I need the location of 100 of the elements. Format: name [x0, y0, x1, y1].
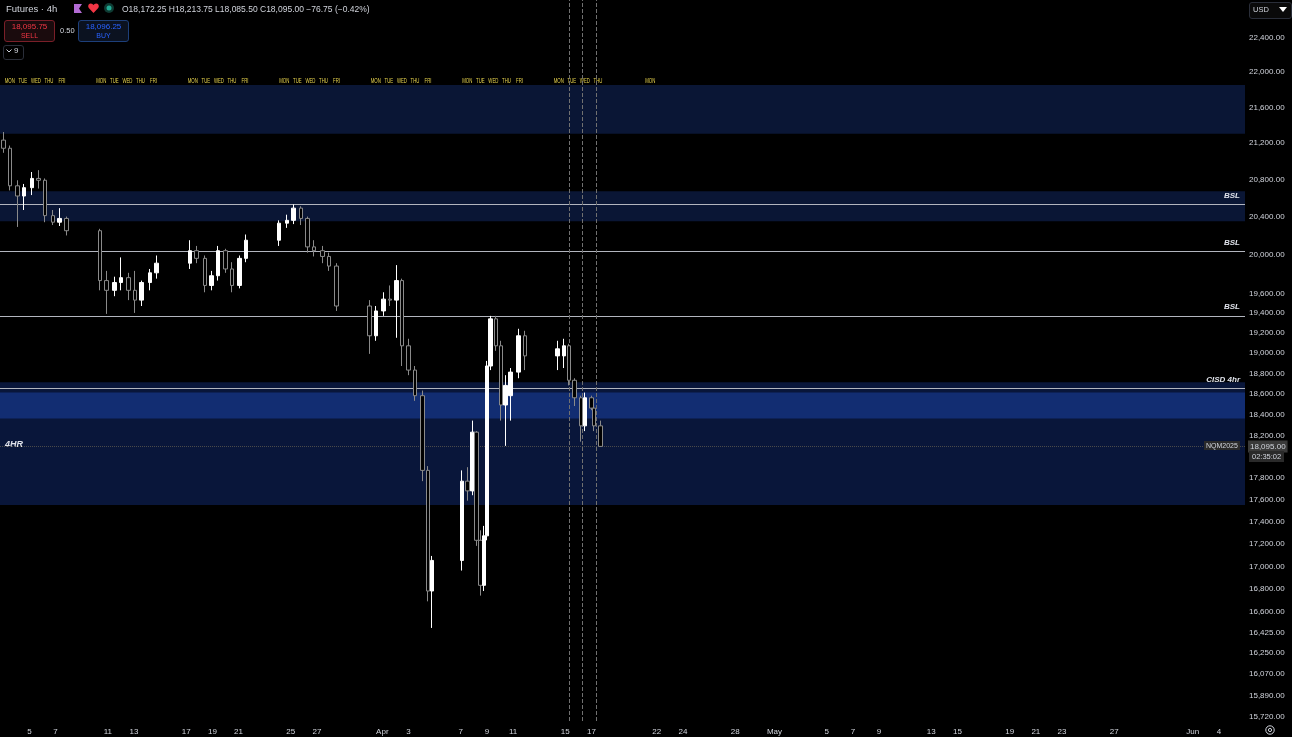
candlestick [30, 171, 34, 196]
y-tick-label: 17,600.00 [1249, 495, 1286, 505]
candlestick [8, 145, 12, 191]
x-tick-label: 27 [312, 726, 322, 736]
candlestick [305, 216, 310, 254]
x-tick-label: 9 [484, 726, 490, 736]
candlestick [230, 261, 234, 293]
candlestick [112, 276, 117, 297]
candlestick [64, 216, 69, 236]
ref-line-label: BSL [1224, 238, 1241, 248]
y-tick-label: 16,800.00 [1249, 584, 1286, 594]
candlestick [291, 203, 296, 225]
candlestick [36, 169, 41, 190]
y-tick-label: 16,425.00 [1249, 627, 1286, 637]
candlestick [334, 262, 339, 312]
candlestick [188, 239, 192, 270]
candlestick [320, 245, 325, 264]
y-tick-label: 18,600.00 [1249, 389, 1286, 399]
y-tick-label: 17,800.00 [1249, 473, 1286, 483]
x-tick-label: 17 [587, 726, 597, 736]
chart-title: Futures · 4h [6, 3, 58, 14]
x-tick-label: 28 [730, 726, 741, 736]
candlestick [562, 338, 566, 369]
y-tick-label: 22,000.00 [1249, 67, 1286, 77]
candlestick [244, 234, 248, 263]
x-tick-label: 4 [1216, 726, 1222, 736]
x-tick-label: 15 [560, 726, 571, 736]
x-tick-label: 11 [103, 726, 113, 736]
text: O18,172.25 H18,213.75 L18,085.50 C18,095.00 −76.75 (−0.42%) [122, 4, 370, 14]
candlestick [312, 239, 316, 257]
candlestick [367, 299, 372, 355]
candlestick [516, 328, 521, 379]
x-tick-label: 7 [850, 726, 856, 736]
y-tick-label: 16,600.00 [1249, 607, 1286, 617]
y-tick-label: 16,250.00 [1249, 648, 1286, 658]
x-tick-label: 3 [406, 726, 412, 736]
x-tick-label: 24 [678, 726, 688, 736]
candlestick [57, 207, 62, 227]
x-tick-label: 17 [181, 726, 192, 736]
candlestick [299, 205, 303, 226]
candlestick [388, 284, 392, 307]
x-tick-label: Jun [1186, 726, 1200, 736]
annotation: 9 [14, 46, 19, 55]
candlestick [406, 338, 411, 376]
y-tick-label: 15,720.00 [1249, 711, 1286, 721]
candlestick [216, 245, 220, 282]
y-tick-label: 17,400.00 [1249, 516, 1286, 526]
x-tick-label: 22 [652, 726, 662, 736]
y-tick-label: 18,200.00 [1249, 430, 1286, 440]
candlestick [555, 340, 560, 371]
x-tick-label: 19 [1005, 726, 1015, 736]
candlestick [381, 291, 386, 317]
candlestick [139, 280, 144, 307]
candlestick [104, 270, 109, 315]
candlestick [43, 177, 47, 223]
x-tick-label: 5 [27, 726, 33, 736]
candlestick [460, 469, 464, 572]
candlestick [413, 365, 417, 402]
candlestick [22, 183, 26, 211]
x-tick-label: 27 [1109, 726, 1120, 736]
x-tick-label: Apr [376, 726, 389, 736]
annotation: 18,095.75 [10, 22, 49, 31]
x-tick-label: 7 [458, 726, 464, 736]
candlestick [1, 131, 6, 154]
ref-line-label: 18,095.00 [1250, 441, 1287, 451]
y-tick-label: 21,600.00 [1249, 102, 1286, 112]
y-tick-label: 21,200.00 [1249, 138, 1286, 148]
candlestick [98, 228, 102, 291]
y-tick-label: 19,400.00 [1249, 308, 1286, 318]
candlestick [465, 466, 470, 502]
y-tick-label: 20,800.00 [1249, 174, 1286, 184]
candlestick [119, 256, 123, 291]
candlestick [203, 254, 207, 293]
y-tick-label: 19,200.00 [1249, 328, 1286, 338]
y-tick-label: 18,800.00 [1249, 368, 1286, 378]
candlestick [51, 209, 55, 226]
candlestick [327, 252, 331, 272]
candlestick [579, 395, 583, 443]
candlestick [583, 392, 587, 432]
candlestick [223, 248, 228, 274]
x-tick-label: 21 [1031, 726, 1041, 736]
y-tick-label: 20,000.00 [1249, 250, 1286, 260]
y-tick-label: 19,600.00 [1249, 288, 1286, 298]
ref-line-label: BSL [1224, 190, 1241, 200]
candlestick [133, 270, 137, 314]
y-tick-label: 17,000.00 [1249, 561, 1286, 571]
annotation: 18,096.25 [84, 22, 123, 31]
x-tick-label: 9 [876, 726, 882, 736]
candlestick [400, 278, 404, 367]
candlestick [209, 270, 214, 291]
x-tick-label: 15 [952, 726, 963, 736]
x-tick-label: 5 [824, 726, 830, 736]
y-tick-label: 22,400.00 [1249, 32, 1286, 42]
x-tick-label: 7 [53, 726, 59, 736]
candlestick [430, 555, 434, 629]
candlestick [237, 254, 242, 289]
x-tick-label: 21 [234, 726, 244, 736]
y-tick-label: 18,400.00 [1249, 409, 1286, 419]
candlestick [394, 264, 399, 339]
ref-line-label: CISD 4hr [1206, 374, 1241, 384]
